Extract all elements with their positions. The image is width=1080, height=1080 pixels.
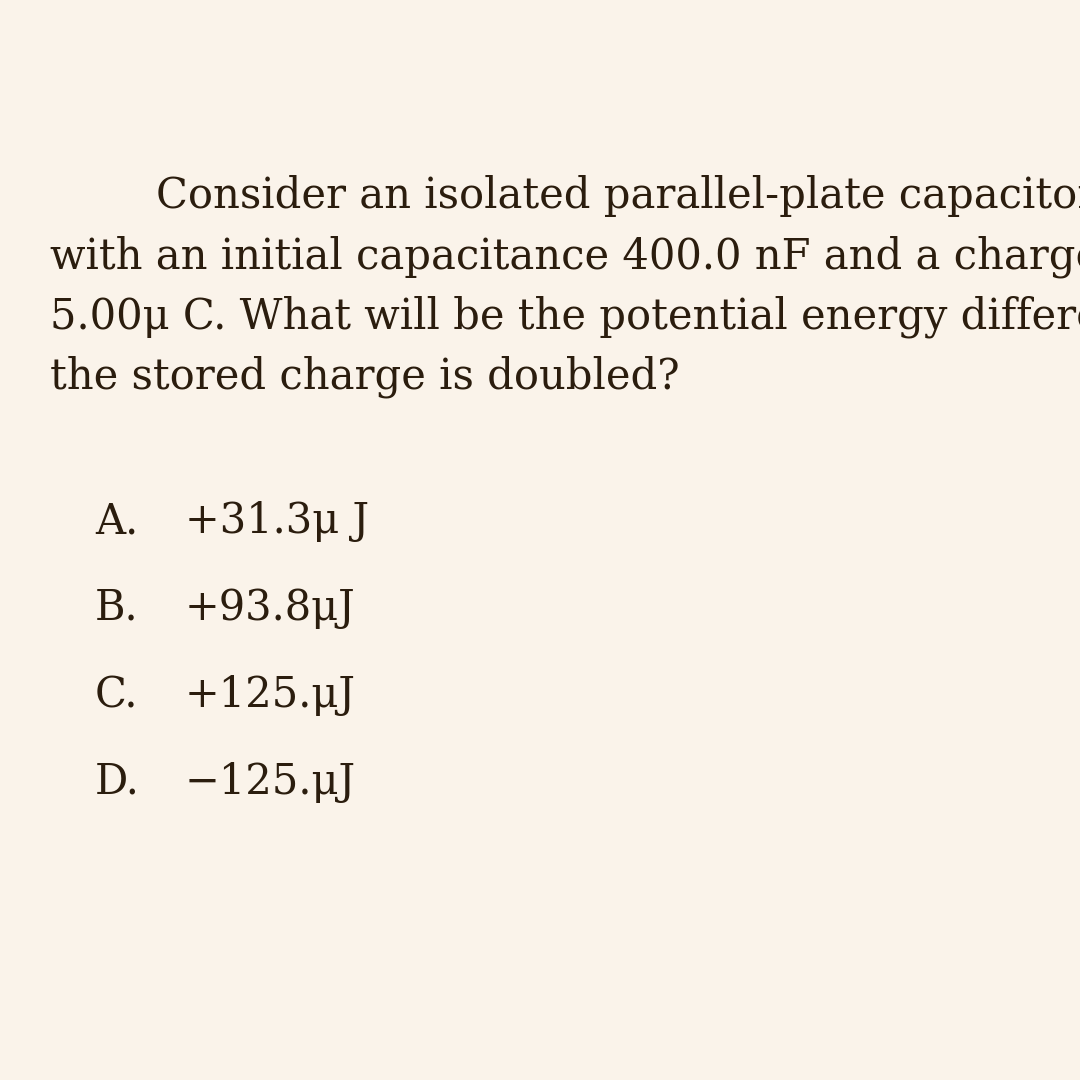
Text: +31.3μ J: +31.3μ J: [185, 500, 369, 542]
Text: +93.8μJ: +93.8μJ: [185, 588, 355, 629]
Text: 5.00μ C. What will be the potential energy difference if: 5.00μ C. What will be the potential ener…: [50, 295, 1080, 337]
Text: +125.μJ: +125.μJ: [185, 674, 356, 716]
Text: A.: A.: [95, 500, 138, 542]
Text: −125.μJ: −125.μJ: [185, 761, 356, 804]
Text: C.: C.: [95, 674, 138, 716]
Text: the stored charge is doubled?: the stored charge is doubled?: [50, 355, 679, 397]
Text: D.: D.: [95, 761, 140, 804]
Text: B.: B.: [95, 588, 138, 629]
Text: Consider an isolated parallel-plate capacitor: Consider an isolated parallel-plate capa…: [50, 175, 1080, 217]
Text: with an initial capacitance 400.0 nF and a charge of: with an initial capacitance 400.0 nF and…: [50, 235, 1080, 278]
